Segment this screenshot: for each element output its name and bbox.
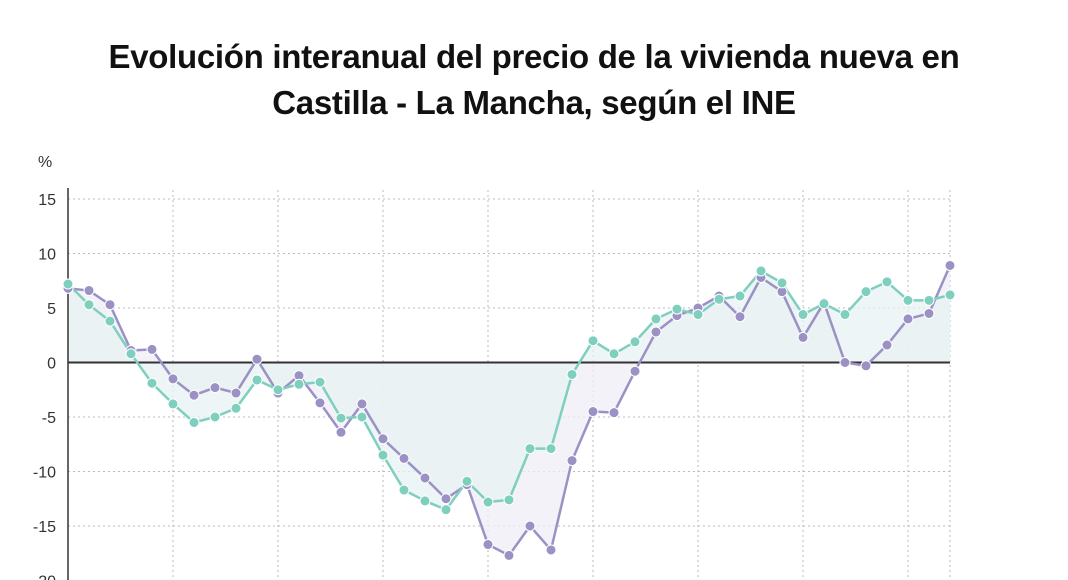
data-point [818,298,830,310]
data-point [650,313,662,325]
data-point [545,443,557,455]
data-point [545,544,557,556]
data-point [839,357,851,368]
data-point [776,277,788,289]
data-point [503,549,515,561]
data-point [314,397,326,409]
data-point [713,293,725,305]
y-tick-label: 5 [47,301,56,318]
y-tick-label: 10 [38,247,56,264]
data-point [860,286,872,298]
data-point [944,289,956,301]
data-point [524,443,536,455]
data-point [797,331,809,343]
data-point [524,520,536,532]
chart-title: Evolución interanual del precio de la vi… [0,34,1068,126]
data-point [587,406,599,418]
data-point [923,307,935,319]
data-point [860,360,872,372]
data-point [188,389,200,401]
data-point [692,309,704,321]
y-tick-label: 0 [47,356,56,373]
data-point [398,484,410,496]
data-point [755,265,767,277]
data-point [272,384,284,396]
tick-labels: 15 10 5 0 -5 -10 -15 -20 [33,192,56,580]
data-point [230,402,242,414]
data-point [104,299,116,311]
data-point [881,276,893,288]
data-point [440,504,452,516]
chart-title-line-2: Castilla - La Mancha, según el INE [272,84,796,121]
data-point [125,348,137,360]
chart-title-line-1: Evolución interanual del precio de la vi… [108,38,960,75]
data-point [83,285,95,297]
data-point [461,475,473,487]
series-points [62,259,956,561]
data-point [377,433,389,445]
data-point [671,303,683,315]
data-point [293,378,305,390]
data-point [923,294,935,306]
data-point [734,311,746,323]
data-point [377,449,389,461]
data-point [230,387,242,399]
data-point [62,278,74,290]
y-tick-label: -5 [42,410,56,427]
data-point [167,398,179,410]
data-point [650,326,662,338]
data-point [629,365,641,377]
data-point [419,472,431,484]
data-point [608,407,620,419]
data-point [566,455,578,467]
data-point [356,398,368,410]
data-point [608,348,620,360]
y-tick-label: 15 [38,192,56,209]
y-tick-label: -10 [33,465,56,482]
data-point [146,377,158,389]
data-point [104,315,116,327]
y-tick-label: -15 [33,519,56,536]
data-point [83,299,95,311]
data-point [419,495,431,507]
data-point [440,493,452,505]
data-point [902,313,914,325]
data-point [335,426,347,438]
data-point [944,259,956,271]
data-point [209,411,221,423]
series-area-1 [68,270,950,510]
data-point [398,452,410,464]
data-point [209,382,221,394]
data-point [146,343,158,355]
data-point [482,539,494,551]
data-point [251,353,263,365]
data-point [188,416,200,428]
data-point [629,336,641,348]
data-point [839,309,851,321]
data-point [482,496,494,508]
data-point [587,335,599,347]
data-point [734,290,746,302]
data-point [881,339,893,351]
data-point [797,309,809,321]
data-point [566,368,578,380]
y-tick-label: -20 [33,574,56,580]
data-point [503,494,515,506]
data-point [251,374,263,386]
data-point [356,411,368,423]
axes [67,188,950,580]
area-fills [68,265,950,556]
y-axis-unit-label: % [38,154,53,171]
data-point [335,412,347,424]
data-point [167,373,179,385]
data-point [902,294,914,306]
data-point [314,376,326,388]
